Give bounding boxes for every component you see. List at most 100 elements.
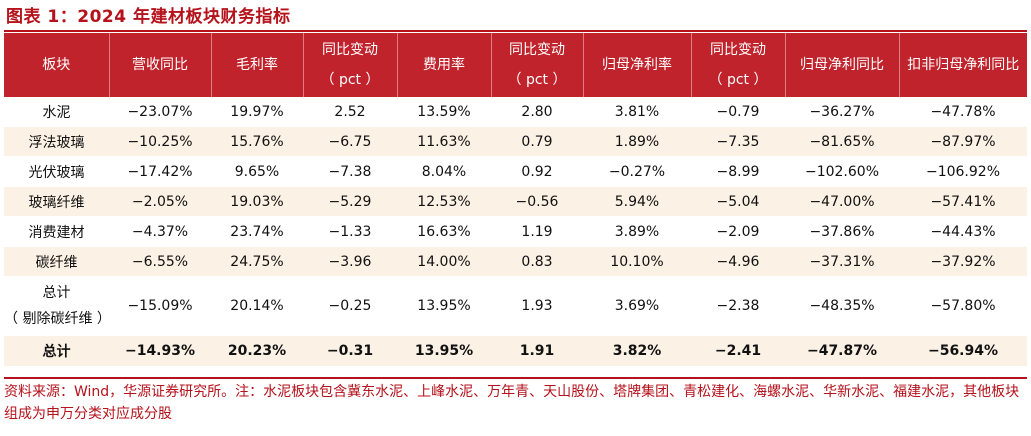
table-cell: 3.81% bbox=[583, 97, 691, 127]
table-cell: 13.59% bbox=[397, 97, 491, 127]
table-cell: −6.75 bbox=[303, 126, 397, 157]
table-cell: −23.07% bbox=[109, 97, 211, 127]
table-row: 浮法玻璃 −10.25% 15.76% −6.75 11.63% 0.79 1.89% −7.… bbox=[4, 126, 1027, 157]
table-cell: 10.10% bbox=[583, 246, 691, 277]
table-cell: 3.69% bbox=[583, 276, 691, 336]
table-cell: 9.65% bbox=[211, 156, 303, 187]
column-header: 同比变动（ pct ） bbox=[491, 33, 584, 97]
table-bottom-divider bbox=[4, 377, 1027, 379]
table-cell: −81.65% bbox=[785, 126, 899, 157]
table-cell: −17.42% bbox=[109, 156, 211, 187]
table-cell: 5.94% bbox=[583, 186, 691, 217]
table-cell: −0.56 bbox=[491, 186, 583, 217]
table-cell: −0.79 bbox=[691, 97, 785, 127]
row-label: 光伏玻璃 bbox=[4, 156, 109, 187]
row-label: 水泥 bbox=[4, 97, 109, 127]
table-cell: −3.96 bbox=[303, 246, 397, 277]
table-cell: −0.27% bbox=[583, 156, 691, 187]
table-cell: −0.25 bbox=[303, 276, 397, 336]
row-label: 碳纤维 bbox=[4, 246, 109, 277]
table-cell: 20.23% bbox=[211, 335, 303, 367]
table-cell: 11.63% bbox=[397, 126, 491, 157]
table-cell: −48.35% bbox=[785, 276, 899, 336]
table-cell: −2.05% bbox=[109, 186, 211, 217]
row-label: 浮法玻璃 bbox=[4, 126, 109, 157]
table-cell: 0.92 bbox=[491, 156, 583, 187]
table-cell: 0.83 bbox=[491, 246, 583, 277]
table-cell: −87.97% bbox=[899, 126, 1027, 157]
table-cell: −2.09 bbox=[691, 216, 785, 247]
table-cell: −47.87% bbox=[785, 335, 899, 367]
table-cell: −37.92% bbox=[899, 246, 1027, 277]
table-cell: 16.63% bbox=[397, 216, 491, 247]
table-cell: 19.03% bbox=[211, 186, 303, 217]
table-cell: 13.95% bbox=[397, 335, 491, 367]
table-cell: −57.41% bbox=[899, 186, 1027, 217]
table-row: 碳纤维 −6.55% 24.75% −3.96 14.00% 0.83 10.10% −4.9… bbox=[4, 246, 1027, 277]
column-header: 费用率 bbox=[397, 33, 492, 97]
row-label: 总计（ 剔除碳纤维 ） bbox=[4, 276, 111, 336]
table-cell: −37.31% bbox=[785, 246, 899, 277]
table-cell: −47.78% bbox=[899, 97, 1027, 127]
table-cell: 8.04% bbox=[397, 156, 491, 187]
column-header: 归母净利同比 bbox=[785, 33, 900, 97]
table-cell: 1.91 bbox=[491, 335, 583, 367]
table-cell: −2.38 bbox=[691, 276, 785, 336]
table-cell: −5.29 bbox=[303, 186, 397, 217]
table-cell: 0.79 bbox=[491, 126, 583, 157]
table-cell: −106.92% bbox=[899, 156, 1027, 187]
table-cell: −1.33 bbox=[303, 216, 397, 247]
header-row: 板块 营收同比 毛利率 同比变动（ pct ） 费用率 同比变动（ pct ） … bbox=[4, 33, 1027, 97]
table-cell: −6.55% bbox=[109, 246, 211, 277]
table-cell: −47.00% bbox=[785, 186, 899, 217]
column-header: 毛利率 bbox=[211, 33, 304, 97]
table-row: 消费建材 −4.37% 23.74% −1.33 16.63% 1.19 3.89% −2.0… bbox=[4, 216, 1027, 247]
table-cell: −7.38 bbox=[303, 156, 397, 187]
table-cell: −4.37% bbox=[109, 216, 211, 247]
row-label: 总计 bbox=[4, 335, 109, 367]
table-cell: 3.82% bbox=[583, 335, 691, 367]
table-cell: 24.75% bbox=[211, 246, 303, 277]
table-row: 总计 −14.93% 20.23% −0.31 13.95% 1.91 3.82% −2.41… bbox=[4, 335, 1027, 367]
table-cell: 2.80 bbox=[491, 97, 583, 127]
column-header: 同比变动（ pct ） bbox=[303, 33, 398, 97]
row-label: 消费建材 bbox=[4, 216, 109, 247]
table-cell: −10.25% bbox=[109, 126, 211, 157]
table-cell: −4.96 bbox=[691, 246, 785, 277]
table-row: 光伏玻璃 −17.42% 9.65% −7.38 8.04% 0.92 −0.27% −8.9… bbox=[4, 156, 1027, 187]
table-cell: −8.99 bbox=[691, 156, 785, 187]
source-note: 资料来源：Wind，华源证券研究所。注：水泥板块包含冀东水泥、上峰水泥、万年青、… bbox=[4, 384, 1020, 422]
table-cell: −102.60% bbox=[785, 156, 899, 187]
table-cell: 13.95% bbox=[397, 276, 491, 336]
table-cell: 1.19 bbox=[491, 216, 583, 247]
table-cell: −7.35 bbox=[691, 126, 785, 157]
table-cell: −14.93% bbox=[109, 335, 211, 367]
table-cell: 14.00% bbox=[397, 246, 491, 277]
table-cell: 15.76% bbox=[211, 126, 303, 157]
table-cell: −57.80% bbox=[899, 276, 1027, 336]
table-cell: −15.09% bbox=[109, 276, 211, 336]
table-cell: 23.74% bbox=[211, 216, 303, 247]
table-cell: −36.27% bbox=[785, 97, 899, 127]
table-cell: 3.89% bbox=[583, 216, 691, 247]
table-row: 总计（ 剔除碳纤维 ） −15.09% 20.14% −0.25 13.95% 1.93 3… bbox=[4, 276, 1027, 336]
column-header: 扣非归母净利同比 bbox=[899, 33, 1027, 97]
table-cell: −2.41 bbox=[691, 335, 785, 367]
table-cell: 12.53% bbox=[397, 186, 491, 217]
table-cell: 1.89% bbox=[583, 126, 691, 157]
column-header: 归母净利率 bbox=[583, 33, 692, 97]
table-cell: −0.31 bbox=[303, 335, 397, 367]
table-row: 水泥 −23.07% 19.97% 2.52 13.59% 2.80 3.81% −0.79−… bbox=[4, 97, 1027, 127]
table-cell: −37.86% bbox=[785, 216, 899, 247]
table-cell: 2.52 bbox=[303, 97, 397, 127]
table-cell: −5.04 bbox=[691, 186, 785, 217]
table-cell: 1.93 bbox=[491, 276, 583, 336]
table-row: 玻璃纤维 −2.05% 19.03% −5.29 12.53% −0.56 5.94% −5.… bbox=[4, 186, 1027, 217]
row-label: 玻璃纤维 bbox=[4, 186, 109, 217]
title-divider bbox=[4, 30, 1027, 32]
table-cell: −44.43% bbox=[899, 216, 1027, 247]
financial-metrics-table: 板块 营收同比 毛利率 同比变动（ pct ） 费用率 同比变动（ pct ） … bbox=[4, 33, 1027, 367]
column-header: 营收同比 bbox=[109, 33, 212, 97]
table-cell: −56.94% bbox=[899, 335, 1027, 367]
figure-title: 图表 1：2024 年建材板块财务指标 bbox=[6, 7, 291, 27]
